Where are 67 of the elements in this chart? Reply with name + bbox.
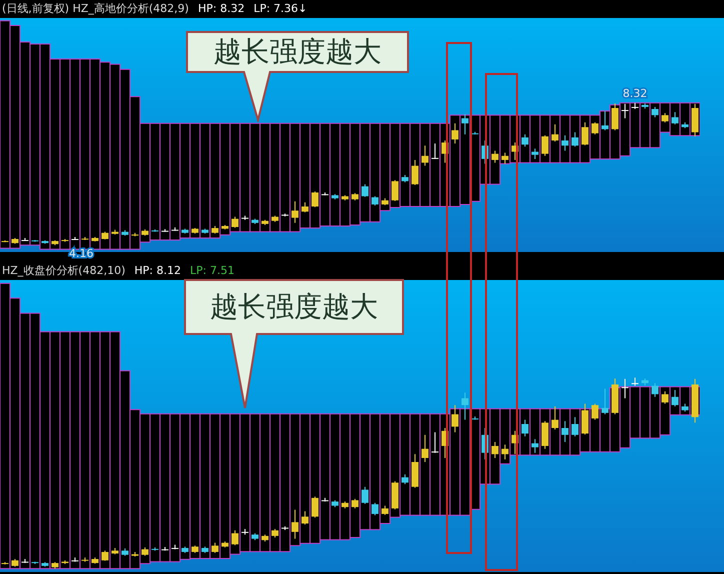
candlestick [352,498,358,509]
candlestick [402,474,408,485]
candlestick [522,134,528,148]
candlestick [412,159,418,186]
candlestick [302,202,308,213]
candlestick [292,200,298,224]
candlestick [362,486,368,504]
candlestick [582,403,588,435]
candlestick [312,190,318,208]
candlestick [572,132,578,148]
candlestick [672,112,678,125]
candlestick [532,438,538,454]
candlestick [622,103,628,119]
chart-title: (日线,前复权) HZ_高地价分析(482,9) [2,2,189,15]
text: LP: 7.36↓ [254,2,308,15]
text: 越长强度越大 [209,291,379,325]
candlestick [212,542,218,554]
candlestick [432,432,438,454]
candlestick [372,502,378,516]
candlestick [232,216,238,228]
candlestick [672,389,678,407]
text: HP: 8.32 [198,2,245,15]
candlestick [492,150,498,164]
candlestick [632,377,638,386]
text: HP: 8.12 [134,264,181,277]
candlestick [422,145,428,166]
candlestick [592,122,598,135]
candlestick [522,419,528,437]
candlestick [362,184,368,198]
candlestick [462,114,468,135]
candlestick [292,509,298,540]
candlestick [542,420,548,450]
candlestick [582,122,588,146]
candlestick [502,152,508,164]
candlestick [422,434,428,463]
candlestick [662,112,668,123]
text: 越长强度越大 [212,36,382,70]
candlestick [232,530,238,546]
candlestick [652,382,658,398]
candlestick [552,406,558,430]
text: LP: 7.51 [190,264,234,277]
candlestick [542,134,548,156]
candlestick [432,143,438,160]
candlestick [562,420,568,442]
candlestick [562,134,568,152]
candlestick [532,148,538,160]
candlestick [622,378,628,399]
candlestick [382,505,388,516]
candlestick [612,103,618,131]
candlestick [462,392,468,420]
candlestick [662,390,668,404]
candlestick [392,180,398,202]
candlestick [312,496,318,518]
candlestick [302,510,308,525]
candlestick [452,122,458,144]
candlestick [592,403,598,420]
candlestick [652,106,658,118]
candlestick [602,110,608,131]
candlestick [372,196,378,206]
candlestick [502,444,508,460]
candlestick [492,441,498,458]
candlestick [602,388,608,415]
candlestick [452,404,458,433]
candlestick [572,416,578,437]
candlestick [552,124,558,142]
chart-title: HZ_收盘价分析(482,10) [2,264,126,277]
annotation: 8.32 [622,86,648,100]
